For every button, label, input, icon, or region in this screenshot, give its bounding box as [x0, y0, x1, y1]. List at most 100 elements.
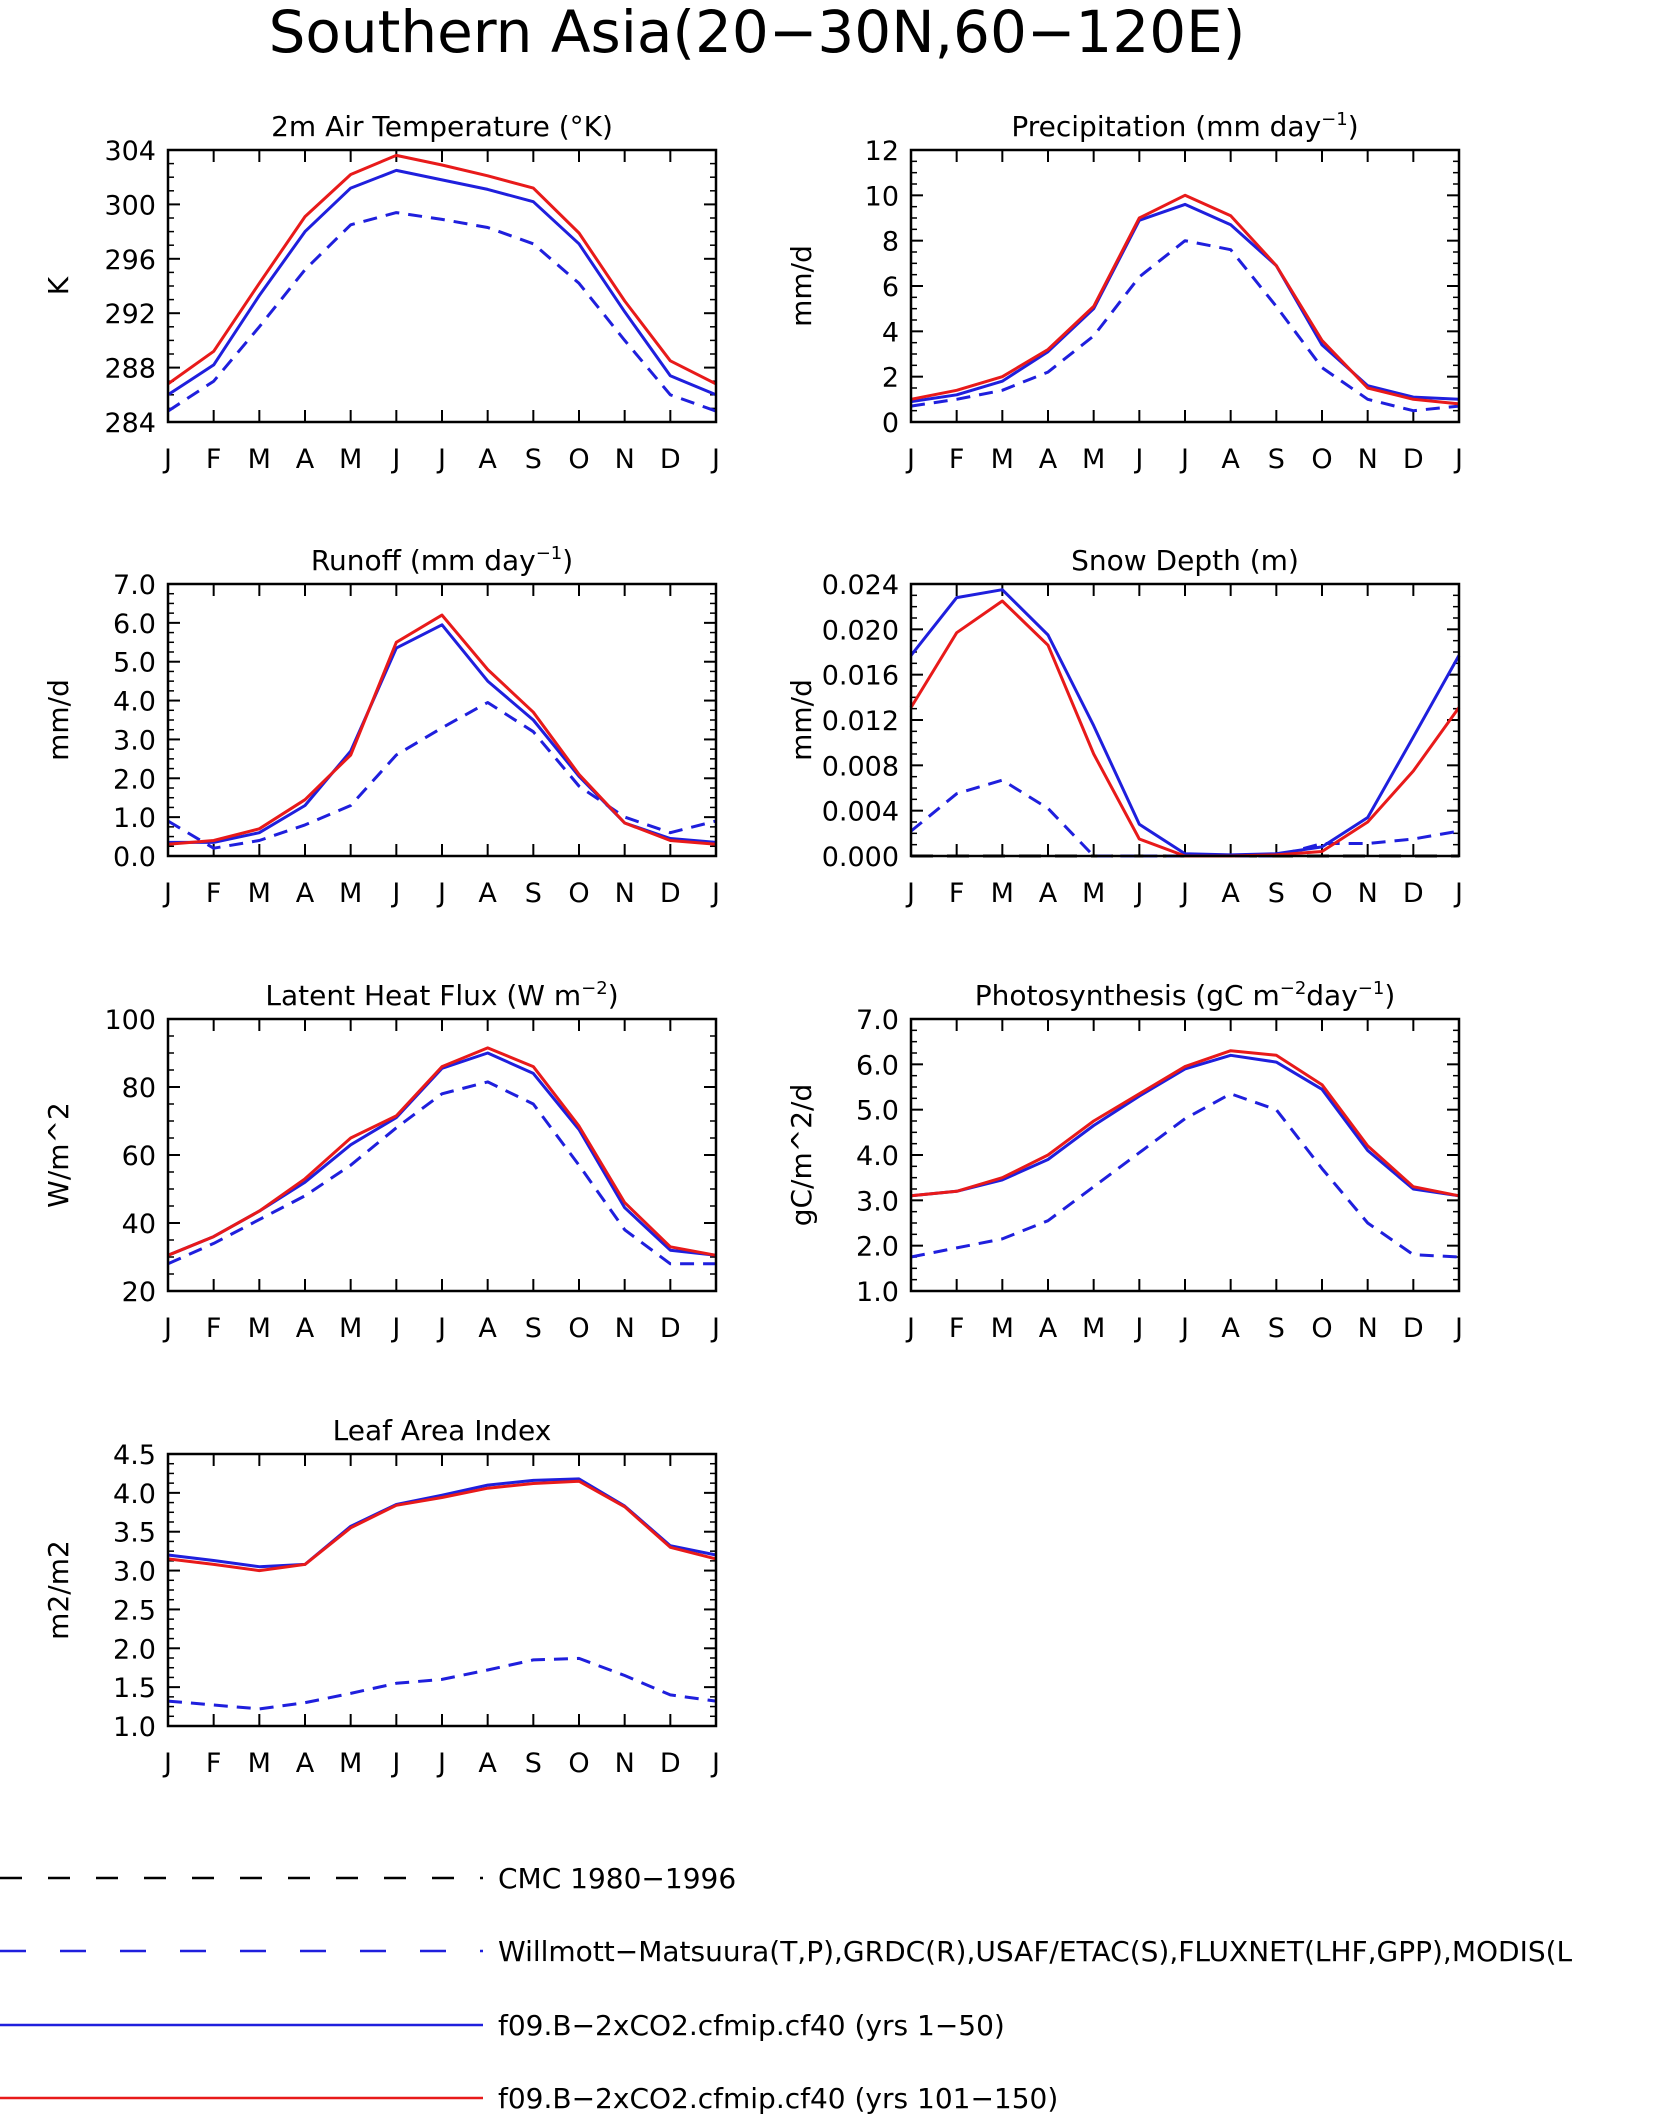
x-tick-label: M	[339, 1313, 362, 1344]
plot-frame	[909, 148, 1461, 424]
y-tick-label: 20	[122, 1277, 156, 1308]
x-tick-label: J	[710, 1313, 720, 1344]
x-tick-label: O	[568, 1313, 589, 1344]
chart-title: Photosynthesis (gC m−2day−1)	[975, 978, 1396, 1012]
x-tick-label: M	[248, 1313, 271, 1344]
x-tick-label: J	[162, 878, 172, 909]
y-tick-label: 4.0	[856, 1141, 899, 1172]
plot-frame	[909, 1017, 1461, 1293]
x-tick-label: J	[710, 1748, 720, 1779]
series-line-run2	[167, 613, 717, 846]
chart-title: Runoff (mm day−1)	[311, 543, 573, 577]
series-line-run2	[167, 1046, 717, 1257]
chart-title: 2m Air Temperature (°K)	[271, 110, 613, 143]
x-tick-label: J	[390, 878, 400, 909]
x-tick-label: O	[1311, 444, 1332, 475]
x-tick-label: D	[1403, 444, 1424, 475]
x-tick-label: J	[1453, 444, 1463, 475]
x-tick-label: M	[248, 878, 271, 909]
x-tick-label: S	[1268, 444, 1285, 475]
y-axis-label: mm/d	[785, 679, 818, 761]
y-axis-label: m2/m2	[42, 1540, 75, 1640]
plot-frame	[166, 582, 718, 858]
y-tick-label: 100	[104, 1005, 156, 1036]
y-axis-label: K	[42, 276, 75, 295]
y-tick-label: 288	[104, 354, 156, 385]
x-tick-label: J	[1453, 878, 1463, 909]
x-tick-label: D	[660, 1313, 681, 1344]
y-tick-label: 5.0	[113, 648, 156, 679]
x-tick-label: M	[1082, 444, 1105, 475]
x-tick-label: A	[296, 1313, 315, 1344]
x-tick-label: O	[568, 444, 589, 475]
x-tick-label: A	[1221, 444, 1240, 475]
x-tick-label: N	[615, 1748, 635, 1779]
y-tick-label: 7.0	[113, 570, 156, 601]
chart-panel-6: Photosynthesis (gC m−2day−1) gC/m^2/d 1.0 2…	[785, 978, 1463, 1344]
y-tick-label: 4	[882, 317, 899, 348]
y-tick-label: 0.000	[822, 842, 899, 873]
y-tick-label: 3.0	[856, 1186, 899, 1217]
x-tick-label: A	[1039, 878, 1058, 909]
legend: CMC 1980−1996 Willmott−Matsuura(T,P),GRDC…	[0, 1862, 1573, 2115]
x-tick-label: N	[615, 444, 635, 475]
x-tick-label: J	[390, 1748, 400, 1779]
x-tick-label: S	[525, 1313, 542, 1344]
series-line-run1	[910, 202, 1460, 404]
y-tick-label: 2.0	[113, 1634, 156, 1665]
x-tick-label: D	[660, 444, 681, 475]
x-tick-label: N	[1358, 1313, 1378, 1344]
y-tick-label: 2.5	[113, 1595, 156, 1626]
y-tick-label: 6	[882, 272, 899, 303]
x-tick-label: S	[1268, 1313, 1285, 1344]
x-tick-label: A	[478, 1313, 497, 1344]
y-tick-label: 0.024	[822, 570, 899, 601]
x-tick-label: A	[1039, 1313, 1058, 1344]
x-tick-label: D	[660, 1748, 681, 1779]
x-tick-label: A	[478, 878, 497, 909]
x-tick-label: J	[905, 444, 915, 475]
x-tick-label: M	[339, 444, 362, 475]
y-tick-label: 1.0	[856, 1277, 899, 1308]
x-tick-label: J	[1179, 1313, 1189, 1344]
plot-frame	[166, 1452, 718, 1728]
x-tick-label: S	[525, 1748, 542, 1779]
series-line-run1	[909, 588, 1461, 857]
x-tick-label: A	[478, 444, 497, 475]
x-tick-label: O	[568, 878, 589, 909]
x-tick-label: S	[525, 878, 542, 909]
chart-title: Leaf Area Index	[333, 1414, 552, 1447]
x-tick-label: A	[1221, 878, 1240, 909]
y-tick-label: 2	[882, 363, 899, 394]
chart-panel-5: Latent Heat Flux (W m−2) W/m^2 20 40 60 80 100…	[42, 978, 720, 1344]
series-line-obs-dash-blue	[167, 1080, 716, 1266]
chart-panel-7: Leaf Area Index m2/m2 1.0 1.5 2.0 2.5 3.0 3.5 4.…	[42, 1414, 720, 1779]
x-tick-label: J	[162, 444, 172, 475]
x-tick-label: J	[436, 444, 446, 475]
y-axis-label: gC/m^2/d	[785, 1084, 818, 1227]
series-line-obs-dash-blue	[167, 701, 717, 850]
x-tick-label: N	[1358, 878, 1378, 909]
series-line-run2	[910, 193, 1460, 406]
y-tick-label: 4.0	[113, 687, 156, 718]
legend-label-3: f09.B−2xCO2.cfmip.cf40 (yrs 1−50)	[498, 2009, 1005, 2042]
x-tick-label: M	[339, 1748, 362, 1779]
x-tick-label: J	[1179, 444, 1189, 475]
x-tick-label: M	[339, 878, 362, 909]
legend-label-1: CMC 1980−1996	[498, 1862, 736, 1895]
y-tick-label: 12	[865, 136, 899, 167]
x-tick-label: J	[436, 1313, 446, 1344]
x-tick-label: J	[1133, 1313, 1143, 1344]
series-line-run1	[167, 168, 717, 397]
y-tick-label: 7.0	[856, 1005, 899, 1036]
series-line-obs-dash-blue	[167, 211, 717, 413]
series-line-run1	[167, 1477, 717, 1569]
x-tick-label: J	[390, 444, 400, 475]
x-tick-label: J	[1133, 878, 1143, 909]
x-tick-label: D	[1403, 878, 1424, 909]
y-axis-label: W/m^2	[42, 1102, 75, 1208]
series-line-run1	[167, 1051, 717, 1257]
x-tick-label: N	[615, 878, 635, 909]
page-title: Southern Asia(20−30N,60−120E)	[269, 0, 1246, 66]
x-tick-label: J	[1133, 444, 1143, 475]
